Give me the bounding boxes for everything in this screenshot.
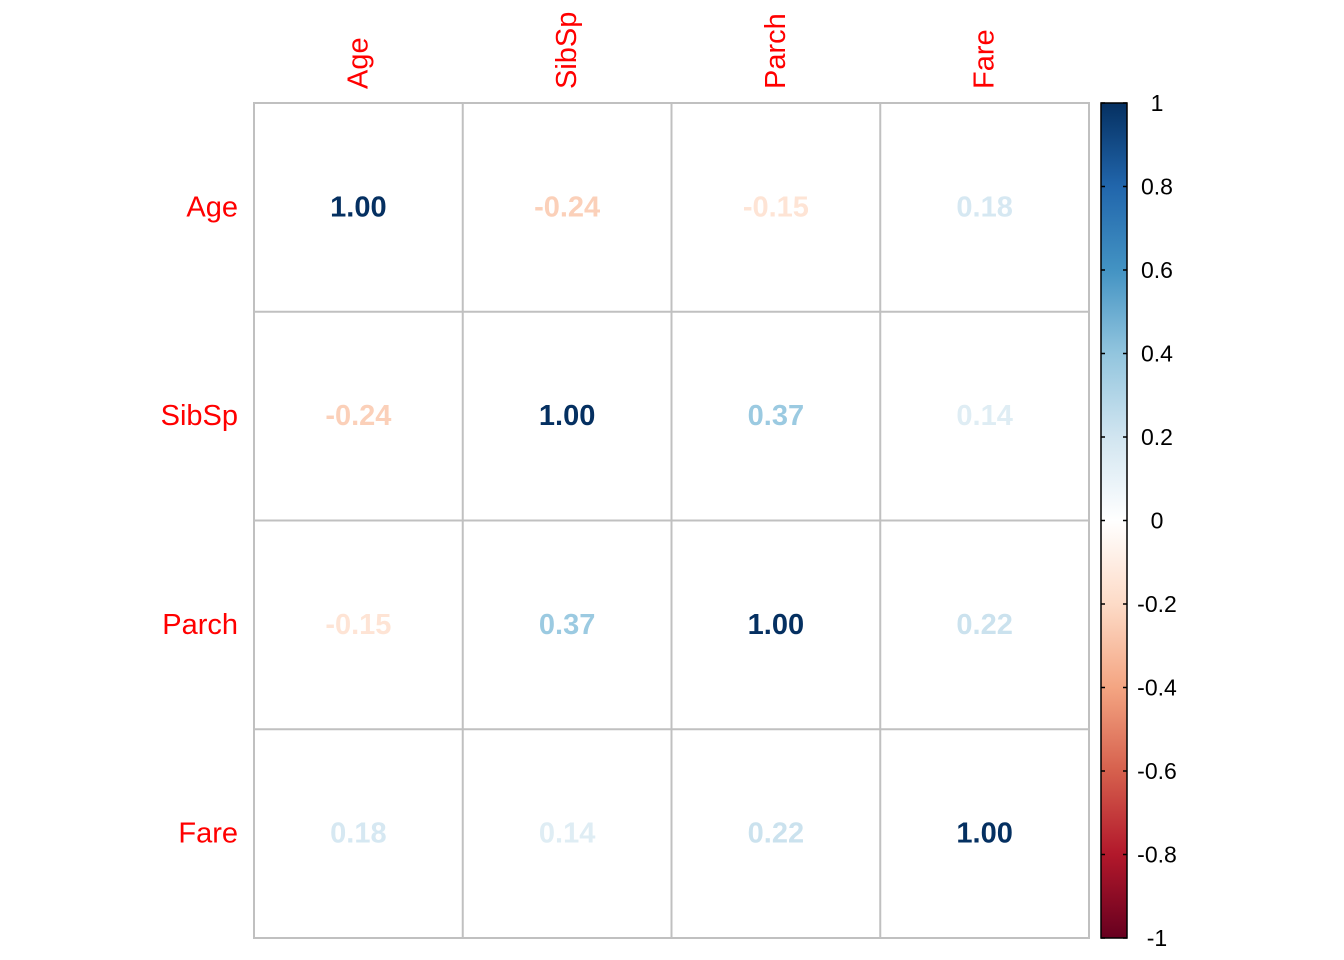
cell-value: -0.15 [325,609,391,641]
row-label: Fare [178,818,238,850]
cell-value: 0.14 [539,818,595,850]
cell-value: -0.24 [325,400,391,432]
cell-value: 0.18 [330,818,386,850]
cell-value: 0.37 [539,609,595,641]
cell-value: 0.22 [956,609,1012,641]
colorbar-tick-label: -0.4 [1137,675,1177,701]
colorbar: 1 0.8 0.6 0.4 0.2 0 -0.2 -0.4 -0.6 -0.8 -1 [1100,90,1177,951]
column-label: SibSp [551,12,583,89]
colorbar-tick-label: -0.2 [1137,591,1177,617]
column-labels: Age SibSp Parch Fare [342,12,1000,89]
cell-value: 0.18 [956,191,1012,223]
colorbar-tick-label: 0.8 [1141,174,1173,200]
colorbar-tick-label: 0 [1151,508,1164,534]
row-label: SibSp [161,400,238,432]
matrix-grid [253,102,1090,939]
colorbar-gradient [1101,103,1127,938]
cell-value: 1.00 [748,609,804,641]
colorbar-tick-label: -1 [1147,925,1167,951]
colorbar-tick-label: 0.6 [1141,257,1173,283]
colorbar-tick-label: 0.2 [1141,424,1173,450]
cell-value: 1.00 [539,400,595,432]
column-label: Fare [969,29,1001,89]
cell-value: 0.37 [748,400,804,432]
cell-value: 1.00 [330,191,386,223]
cell-value: -0.15 [743,191,809,223]
colorbar-tick-label: -0.8 [1137,842,1177,868]
column-label: Parch [760,13,792,89]
cell-value: 0.22 [748,818,804,850]
row-label: Parch [162,609,238,641]
colorbar-tick-label: 1 [1151,90,1164,116]
row-label: Age [186,191,238,223]
colorbar-tick-label: 0.4 [1141,341,1173,367]
cell-value: -0.24 [534,191,600,223]
matrix-cells: 1.00 -0.24 -0.15 0.18 -0.24 1.00 0.37 0.14 -0.15… [325,191,1013,849]
colorbar-tick-label: -0.6 [1137,758,1177,784]
cell-value: 1.00 [956,818,1012,850]
cell-value: 0.14 [956,400,1012,432]
row-labels: Age SibSp Parch Fare [161,191,238,849]
column-label: Age [342,37,374,89]
